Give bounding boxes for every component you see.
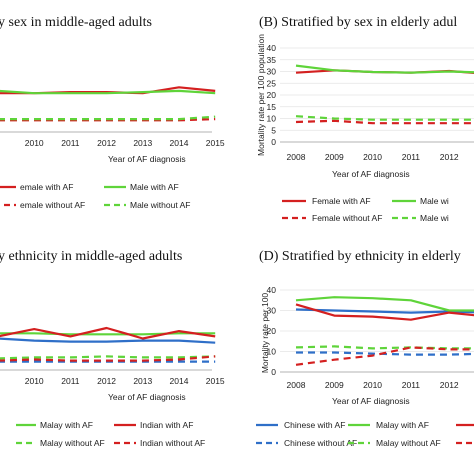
series-line xyxy=(0,355,216,362)
x-tick-label: 2013 xyxy=(133,138,152,148)
legend-label: Chinese with AF xyxy=(284,420,345,430)
series-line xyxy=(296,351,474,356)
x-tick-label: 2009 xyxy=(325,152,344,162)
x-tick-label: 2015 xyxy=(206,376,225,386)
x-tick-label: 2015 xyxy=(206,138,225,148)
x-tick-label: 9 xyxy=(0,138,1,148)
y-tick-label: 0 xyxy=(271,367,276,377)
legend-label: Male without AF xyxy=(130,200,190,210)
series-line xyxy=(295,119,474,125)
x-tick-label: 2013 xyxy=(133,376,152,386)
series-line xyxy=(0,355,216,360)
series-line xyxy=(0,337,216,344)
y-tick-label: 10 xyxy=(267,114,277,124)
legend-label: Female without AF xyxy=(312,213,382,223)
series-line xyxy=(0,326,216,340)
x-tick-label: 2012 xyxy=(440,152,459,162)
x-tick-label: 2011 xyxy=(61,376,80,386)
x-axis-label: Year of AF diagnosis xyxy=(332,169,410,179)
series-line xyxy=(295,308,474,314)
legend-label: Indian without AF xyxy=(140,438,205,448)
y-tick-label: 20 xyxy=(267,326,277,336)
y-tick-label: 30 xyxy=(267,67,277,77)
series-line xyxy=(295,346,474,366)
x-tick-label: 2010 xyxy=(363,152,382,162)
y-tick-label: 0 xyxy=(271,137,276,147)
legend-label: Male wi xyxy=(420,196,449,206)
legend-label: Female with AF xyxy=(312,196,371,206)
x-axis-label: Year of AF diagnosis xyxy=(332,396,410,406)
x-tick-label: 2011 xyxy=(61,138,80,148)
x-axis-label: Year of AF diagnosis xyxy=(108,154,186,164)
x-tick-label: 2011 xyxy=(402,380,421,390)
y-tick-label: 15 xyxy=(267,102,277,112)
legend-label: Indian with AF xyxy=(140,420,193,430)
series-line xyxy=(295,115,474,121)
x-tick-label: 9 xyxy=(0,376,1,386)
series-line xyxy=(295,303,474,321)
series-line xyxy=(0,115,216,121)
y-tick-label: 30 xyxy=(267,306,277,316)
x-tick-label: 2008 xyxy=(287,380,306,390)
x-tick-label: 2009 xyxy=(325,380,344,390)
x-axis-label: Year of AF diagnosis xyxy=(108,392,186,402)
panel-title: y sex in middle-aged adults xyxy=(0,15,152,30)
x-tick-label: 2012 xyxy=(97,376,116,386)
series-line xyxy=(0,332,216,336)
legend-label: emale with AF xyxy=(20,182,73,192)
series-line xyxy=(295,345,474,350)
y-tick-label: 40 xyxy=(267,43,277,53)
x-tick-label: 2011 xyxy=(402,152,421,162)
series-line xyxy=(295,64,474,74)
series-line xyxy=(295,296,474,312)
y-tick-label: 20 xyxy=(267,90,277,100)
legend-label: Malay without AF xyxy=(376,438,441,448)
x-tick-label: 2012 xyxy=(97,138,116,148)
y-tick-label: 25 xyxy=(267,78,277,88)
legend-label: emale without AF xyxy=(20,200,85,210)
panel-title: (B) Stratified by sex in elderly adul xyxy=(259,15,457,30)
x-tick-label: 2014 xyxy=(170,138,189,148)
x-tick-label: 2010 xyxy=(363,380,382,390)
y-axis-label: Mortality rate per 100 xyxy=(260,293,270,374)
x-tick-label: 2008 xyxy=(287,152,306,162)
legend-label: Malay without AF xyxy=(40,438,105,448)
series-line xyxy=(0,89,216,95)
series-line xyxy=(0,118,216,122)
y-tick-label: 40 xyxy=(267,285,277,295)
x-tick-label: 2014 xyxy=(170,376,189,386)
y-tick-label: 5 xyxy=(271,125,276,135)
legend-label: Chinese without AF xyxy=(284,438,357,448)
legend-label: Male with AF xyxy=(130,182,179,192)
y-axis-label: Mortality rate per 100 population xyxy=(256,34,266,156)
x-tick-label: 2012 xyxy=(440,380,459,390)
panel-title: (D) Stratified by ethnicity in elderly xyxy=(259,249,461,264)
y-tick-label: 35 xyxy=(267,55,277,65)
panel-title: y ethnicity in middle-aged adults xyxy=(0,249,182,264)
legend-label: Malay with AF xyxy=(40,420,93,430)
legend-label: Male wi xyxy=(420,213,449,223)
x-tick-label: 2010 xyxy=(25,138,44,148)
legend-label: Malay with AF xyxy=(376,420,429,430)
y-tick-label: 10 xyxy=(267,347,277,357)
x-tick-label: 2010 xyxy=(25,376,44,386)
